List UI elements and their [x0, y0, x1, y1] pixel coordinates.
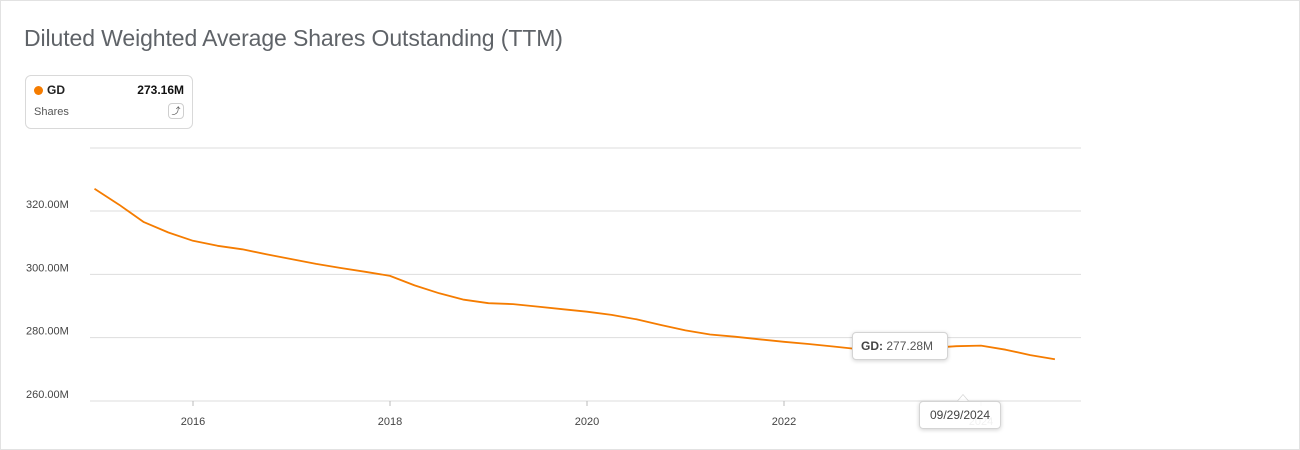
chart-title: Diluted Weighted Average Shares Outstand…	[24, 25, 563, 51]
grid-lines	[90, 147, 1081, 402]
x-axis-ticks: 20162018202020222024	[181, 401, 993, 428]
x-tick-label: 2016	[181, 416, 205, 428]
series-color-dot	[34, 86, 43, 95]
y-tick-label: 300.00M	[26, 262, 69, 274]
legend-ticker: GD	[47, 83, 65, 97]
tooltip-value: 277.28M	[886, 339, 934, 353]
hover-date-label: 09/29/2024	[919, 401, 1001, 429]
legend-value: 273.16M	[137, 83, 184, 97]
legend-metric: Shares	[34, 106, 69, 118]
edit-icon[interactable]: ⤴	[168, 103, 184, 119]
x-tick-label: 2022	[772, 416, 796, 428]
y-tick-label: 260.00M	[26, 389, 69, 401]
y-tick-label: 320.00M	[26, 199, 69, 211]
y-axis-ticks: 260.00M 280.00M 300.00M 320.00M	[26, 199, 69, 401]
x-tick-label: 2020	[575, 416, 599, 428]
legend-box[interactable]: GD 273.16M Shares ⤴	[25, 75, 193, 129]
tooltip-series-label: GD:	[861, 339, 883, 353]
y-tick-label: 280.00M	[26, 326, 69, 338]
date-flag-arrow	[957, 394, 969, 401]
x-tick-label: 2018	[378, 416, 402, 428]
hover-tooltip: GD: 277.28M	[852, 332, 948, 360]
